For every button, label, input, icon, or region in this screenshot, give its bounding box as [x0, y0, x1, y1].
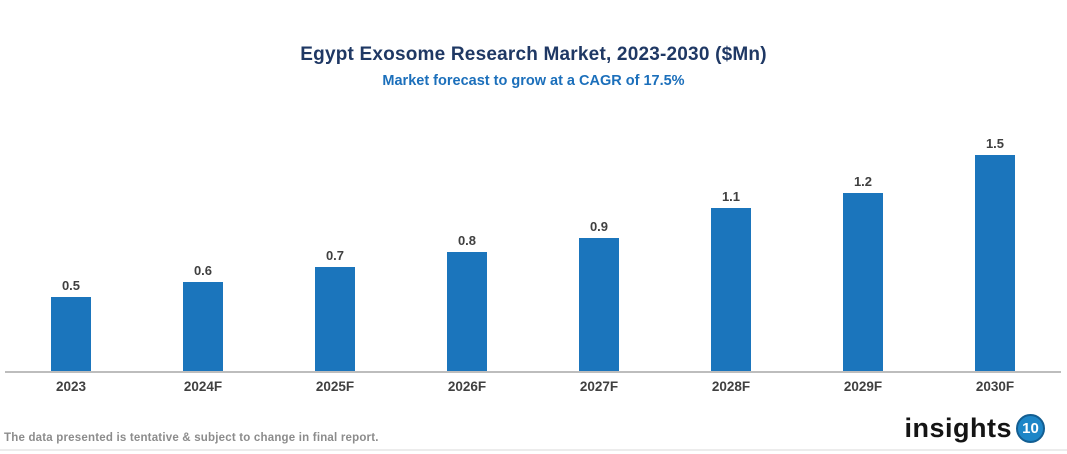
x-tick-label: 2026F [447, 379, 487, 394]
bar-chart: 0.5 0.6 0.7 0.8 0.9 1.1 1.2 1.5 2023 2024F 2025F 2… [5, 136, 1061, 394]
chart-header: Egypt Exosome Research Market, 2023-2030… [0, 44, 1067, 89]
logo-badge-10: 10 [1016, 414, 1045, 443]
bar-column: 0.8 [401, 136, 533, 371]
bar-value-label: 0.6 [193, 263, 213, 278]
bar [51, 297, 91, 371]
x-axis: 2023 2024F 2025F 2026F 2027F 2028F 2029F 2030F [5, 373, 1061, 394]
x-tick-label: 2029F [843, 379, 883, 394]
disclaimer-text: The data presented is tentative & subjec… [4, 432, 379, 444]
bar [315, 267, 355, 371]
bar [711, 208, 751, 371]
bottom-divider [0, 449, 1067, 451]
bar-column: 1.2 [797, 136, 929, 371]
bar-value-label: 0.9 [589, 219, 609, 234]
bar [579, 238, 619, 371]
x-tick-label: 2023 [55, 379, 87, 394]
x-tick-label: 2024F [183, 379, 223, 394]
bar-column: 0.5 [5, 136, 137, 371]
bar-value-label: 1.5 [985, 136, 1005, 151]
bar [975, 155, 1015, 371]
bar [843, 193, 883, 371]
bar-value-label: 0.7 [325, 248, 345, 263]
bar-column: 0.7 [269, 136, 401, 371]
x-tick-label: 2028F [711, 379, 751, 394]
plot-area: 0.5 0.6 0.7 0.8 0.9 1.1 1.2 1.5 [5, 136, 1061, 373]
bar-value-label: 1.1 [721, 189, 741, 204]
bar-column: 0.9 [533, 136, 665, 371]
x-tick-label: 2027F [579, 379, 619, 394]
insights10-logo: insights 10 [904, 413, 1045, 444]
bar-column: 0.6 [137, 136, 269, 371]
chart-subtitle: Market forecast to grow at a CAGR of 17.… [382, 73, 685, 89]
bar [183, 282, 223, 371]
bar [447, 252, 487, 371]
x-tick-label: 2030F [975, 379, 1015, 394]
x-tick-label: 2025F [315, 379, 355, 394]
bar-column: 1.5 [929, 136, 1061, 371]
bar-column: 1.1 [665, 136, 797, 371]
bar-value-label: 1.2 [853, 174, 873, 189]
bar-value-label: 0.8 [457, 233, 477, 248]
chart-title: Egypt Exosome Research Market, 2023-2030… [300, 44, 767, 65]
bar-value-label: 0.5 [61, 278, 81, 293]
logo-wordmark: insights [904, 413, 1012, 443]
